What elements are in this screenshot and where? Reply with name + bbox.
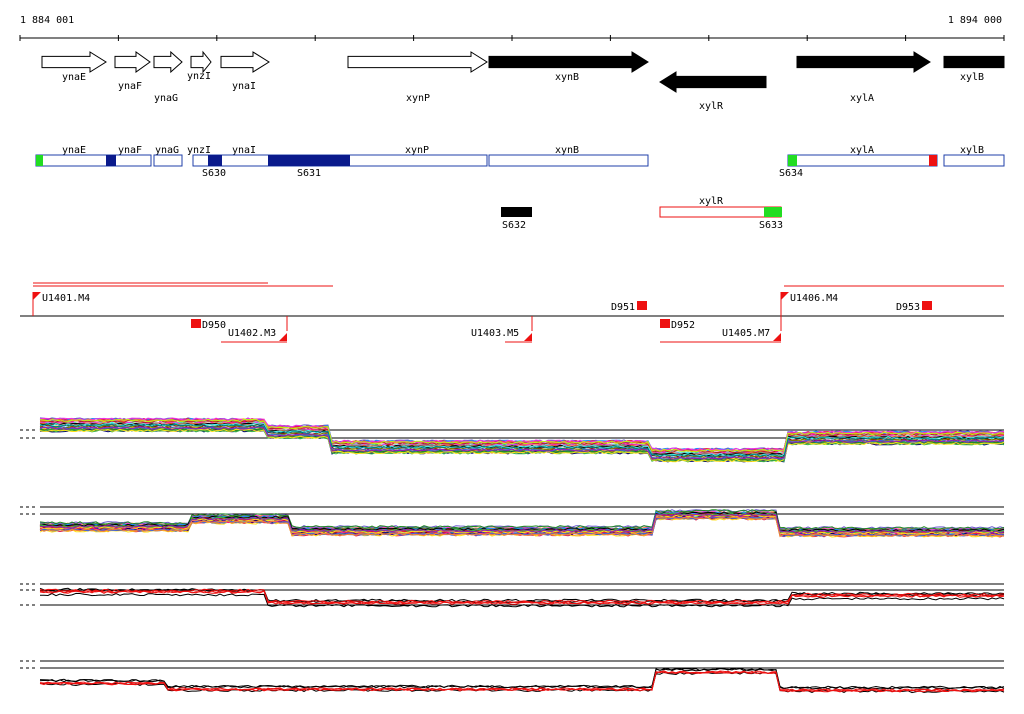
gene-arrow-ynzI [190, 50, 212, 74]
expression-trace [39, 590, 1004, 605]
segment-label-S632: S632 [502, 220, 526, 231]
gene-label-xylA: xylA [850, 93, 874, 104]
feature-track: U1401.M4 U1406.M4 U1402.M3 U1403.M5 U140… [20, 282, 1004, 343]
ruler-start-label: 1 884 001 [20, 15, 74, 26]
feature-label-U1406: U1406.M4 [790, 293, 838, 304]
transcript-box [35, 154, 152, 167]
feature-label-D953: D953 [896, 302, 920, 313]
downstream-box [922, 301, 932, 310]
downstream-box [191, 319, 201, 328]
gene-label-ynaI: ynaI [232, 81, 256, 92]
segment-label-S634: S634 [779, 168, 803, 179]
segment-marker [929, 155, 937, 166]
coordinate-ruler: 1 884 001 1 894 000 [19, 15, 1005, 41]
gene-arrow-xylB [943, 55, 1005, 69]
gene-arrow-ynaI [220, 51, 270, 73]
expression-trace [40, 592, 1005, 608]
gene-label-xynP: xynP [406, 93, 430, 104]
expression-trace [39, 428, 1005, 463]
gene-arrow-ynaF [114, 51, 151, 73]
expression-trace [39, 509, 1005, 530]
expression-trace [39, 513, 1005, 534]
segment-marker [764, 207, 782, 217]
segment-label-S631: S631 [297, 168, 321, 179]
gene-arrow-xylA [796, 51, 931, 73]
gene-label-ynzI: ynzI [187, 71, 211, 82]
segment-marker [106, 155, 116, 166]
feature-label-D950: D950 [202, 320, 226, 331]
gene-arrow-ynaG [153, 50, 183, 74]
segment-marker [208, 155, 222, 166]
feature-label-D951: D951 [611, 302, 635, 313]
expression-trace [39, 667, 1005, 690]
expression-trace [39, 423, 1004, 458]
transcript-box-xylR [659, 206, 782, 218]
transcript-label-ynaG: ynaG [155, 145, 179, 156]
segment-marker [268, 155, 350, 166]
expression-trace [39, 418, 1005, 453]
expression-panel [20, 660, 1005, 694]
gene-label-xynB: xynB [555, 72, 579, 83]
segment-marker [788, 155, 797, 166]
transcript-track: ynaE ynaF ynaG ynzI ynaI xynP xynB xylA … [35, 145, 1005, 231]
ruler-end-label: 1 894 000 [948, 15, 1002, 26]
gene-arrow-xynB [488, 51, 649, 73]
downstream-box [660, 319, 670, 328]
expression-trace [39, 509, 1005, 530]
expression-trace [39, 426, 1005, 460]
segment-label-S630: S630 [202, 168, 226, 179]
expression-profiles [20, 417, 1005, 694]
transcript-label-xynB: xynB [555, 145, 579, 156]
downstream-box [637, 301, 647, 310]
gene-arrow-ynaE [41, 51, 107, 73]
transcript-label-ynaI: ynaI [232, 145, 256, 156]
transcript-label-xylB: xylB [960, 145, 984, 156]
transcript-label-xylR: xylR [699, 196, 724, 207]
gene-label-xylR: xylR [699, 101, 724, 112]
expression-panel [20, 506, 1005, 538]
feature-label-U1402: U1402.M3 [228, 328, 276, 339]
expression-trace [39, 667, 1005, 690]
gene-label-xylB: xylB [960, 72, 984, 83]
transcript-box [153, 154, 183, 167]
expression-panel [20, 417, 1005, 463]
expression-trace [39, 428, 1005, 463]
segment-marker [501, 207, 532, 217]
gene-track: ynaE ynaF ynaG ynzI ynaI xynP xynB xylR … [41, 50, 1005, 112]
feature-label-U1401: U1401.M4 [42, 293, 90, 304]
transcript-box [488, 154, 649, 167]
expression-trace [39, 516, 1005, 538]
expression-trace [39, 588, 1005, 604]
feature-label-D952: D952 [671, 320, 695, 331]
feature-flag [781, 292, 789, 300]
transcript-label-ynaE: ynaE [62, 145, 86, 156]
feature-flag [279, 333, 287, 341]
transcript-box [943, 154, 1005, 167]
feature-flag [33, 292, 41, 300]
transcript-label-ynzI: ynzI [187, 145, 211, 156]
transcript-label-ynaF: ynaF [118, 145, 142, 156]
segment-label-S633: S633 [759, 220, 783, 231]
gene-arrow-xynP [347, 51, 488, 73]
expression-trace [39, 514, 1005, 535]
expression-trace [39, 417, 1005, 451]
transcript-label-xylA: xylA [850, 145, 874, 156]
gene-label-ynaF: ynaF [118, 81, 142, 92]
feature-label-U1405: U1405.M7 [722, 328, 770, 339]
feature-label-U1403: U1403.M5 [471, 328, 519, 339]
gene-arrow-xylR [659, 71, 767, 93]
segment-marker [36, 155, 43, 166]
transcript-label-xynP: xynP [405, 145, 429, 156]
expression-trace [39, 670, 1005, 692]
feature-flag [524, 333, 532, 341]
expression-trace [39, 671, 1005, 694]
feature-flag [773, 333, 781, 341]
gene-label-ynaE: ynaE [62, 72, 86, 83]
expression-panel [20, 583, 1005, 608]
transcript-box [787, 154, 938, 167]
gene-label-ynaG: ynaG [154, 93, 178, 104]
